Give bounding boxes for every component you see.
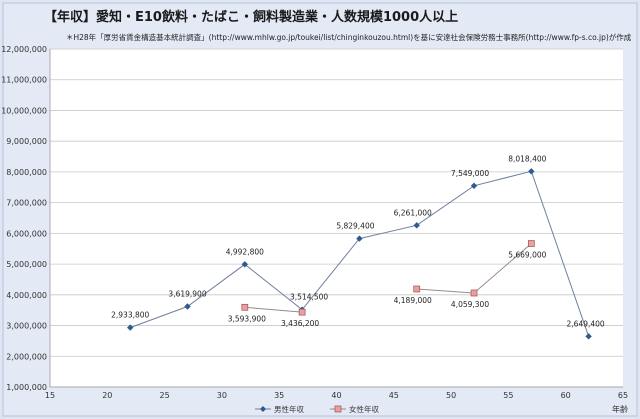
x-tick-label: 50 [446,391,456,400]
y-tick-label: 11,000,000 [1,76,47,85]
x-axis-label: 年齢 [612,404,628,414]
y-tick-label: 10,000,000 [1,106,47,115]
x-axis-ticks: 15 20 25 30 35 40 45 50 55 60 65 [45,391,628,400]
x-tick-label: 15 [45,391,55,400]
x-tick-label: 30 [217,391,227,400]
legend-swatch-marker [260,406,266,412]
data-label: 8,018,400 [508,154,546,163]
x-tick-label: 35 [274,391,284,400]
y-tick-label: 4,000,000 [6,291,47,300]
data-label: 4,059,300 [451,300,489,309]
y-tick-label: 7,000,000 [6,199,47,208]
x-tick-label: 55 [503,391,513,400]
x-tick-label: 65 [618,391,628,400]
data-point [184,303,191,310]
y-tick-label: 8,000,000 [6,168,47,177]
gridlines [49,48,623,388]
data-label: 7,549,000 [451,169,489,178]
data-point [413,222,420,229]
legend-swatch-marker [334,405,342,413]
data-label: 4,189,000 [394,296,432,305]
data-point [528,168,535,175]
data-label: 2,649,400 [567,319,605,328]
data-label: 4,992,800 [226,247,264,256]
data-label: 3,593,900 [228,314,266,323]
y-tick-label: 3,000,000 [6,322,47,331]
data-point [585,333,592,340]
legend-label: 女性年収 [349,404,379,414]
data-point [127,324,134,331]
data-label: 3,514,500 [290,293,328,302]
chart-source-note: ＊H28年「厚労省賃金構造基本統計調査」(http://www.mhlw.go.… [66,32,632,42]
data-point [470,289,478,297]
data-point [298,308,306,316]
chart-title: 【年収】愛知・E10飲料・たばこ・飼料製造業・人数規模1000人以上 [44,9,458,25]
data-label: 3,619,900 [168,289,206,298]
data-point [470,182,478,189]
plot-area [50,49,623,387]
data-label: 5,829,400 [336,222,374,231]
data-point [241,261,249,268]
x-tick-label: 40 [331,391,341,400]
x-tick-label: 45 [389,391,399,400]
series-layer [127,168,592,340]
series-line [244,306,303,313]
data-labels: 2,933,800 3,619,900 4,992,800 3,514,500 5,82… [111,154,605,328]
y-tick-label: 5,000,000 [6,260,47,269]
data-label: 6,261,000 [394,208,432,217]
data-label: 5,669,000 [508,251,546,260]
x-tick-label: 60 [561,391,571,400]
y-tick-label: 12,000,000 [1,45,47,54]
legend: 男性年収 女性年収 [255,404,379,414]
y-tick-label: 2,000,000 [6,352,47,361]
y-axis-ticks: 1,000,000 2,000,000 3,000,000 4,000,000 5,00… [1,45,47,392]
y-tick-label: 1,000,000 [6,383,47,392]
legend-label: 男性年収 [274,404,304,414]
data-label: 3,436,200 [281,319,319,328]
data-label: 2,933,800 [111,311,149,320]
y-tick-label: 9,000,000 [6,137,47,146]
x-tick-label: 25 [160,391,170,400]
data-point [413,285,421,293]
data-point [356,235,363,242]
data-point [241,303,249,311]
y-tick-label: 6,000,000 [6,229,47,238]
x-tick-label: 20 [102,391,112,400]
data-point [527,240,535,247]
